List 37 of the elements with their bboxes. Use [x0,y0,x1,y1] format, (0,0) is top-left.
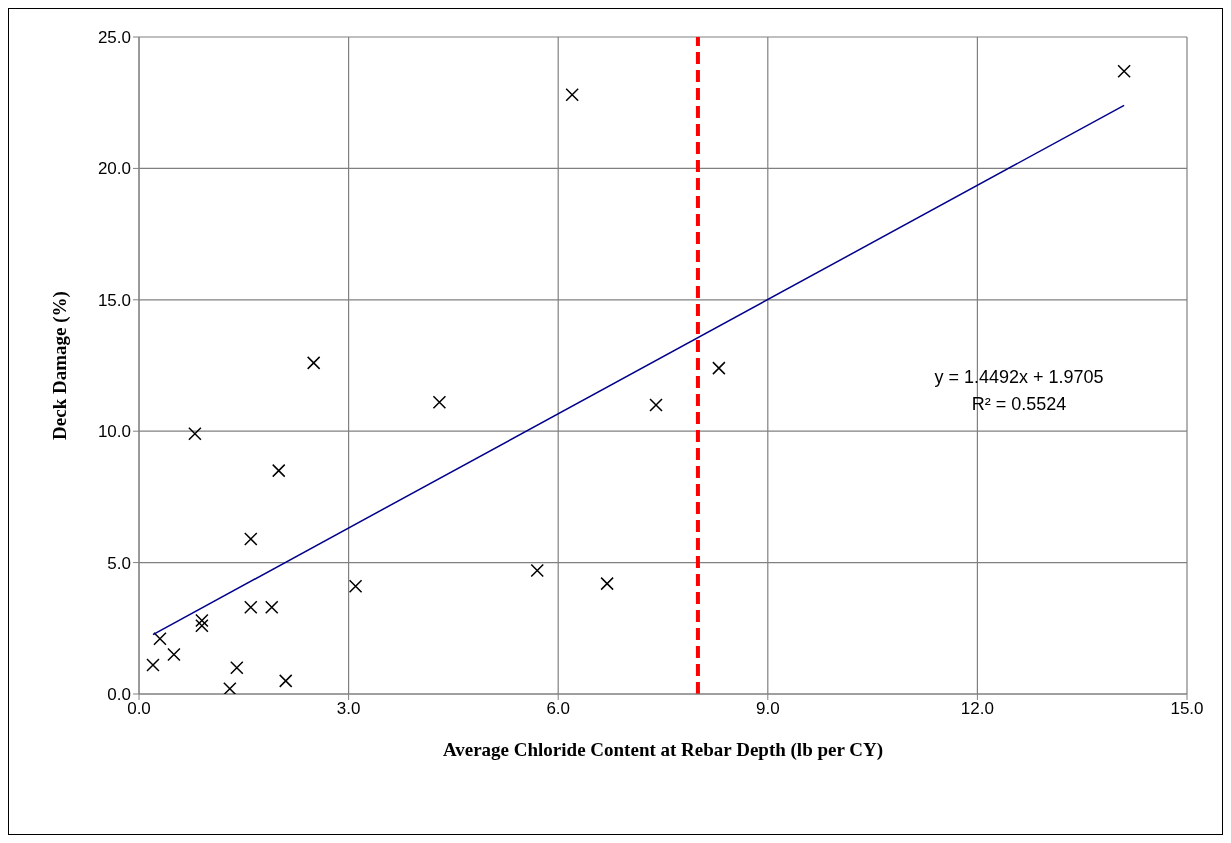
point [244,532,258,546]
point [223,681,237,694]
point [265,600,279,615]
annotation: R² = 0.5524 [970,393,1068,416]
x-tick-label: 6.0 [546,699,571,719]
point [600,576,614,591]
y-tick-label: 5.0 [107,553,131,573]
x-tick-label: 15.0 [1170,699,1204,719]
x-tick-label: 9.0 [755,699,780,719]
point [230,660,244,675]
point [195,613,209,628]
point [153,632,167,646]
y-axis-title: Deck Damage (%) [48,291,71,440]
point [146,658,160,672]
point [195,618,209,633]
point [271,463,286,478]
x-axis-title: Average Chloride Content at Rebar Depth (lb per CY) [442,739,884,761]
point [649,398,663,412]
point [348,579,363,593]
annotation: y = 1.4492x + 1.9705 [933,366,1105,389]
point [712,361,726,375]
point [432,395,447,410]
point [167,647,181,662]
y-tick-label: 20.0 [97,159,131,179]
point [278,674,293,688]
y-tick-label: 25.0 [97,28,131,48]
y-tick-label: 10.0 [97,422,131,442]
y-tick-label: 15.0 [97,290,131,310]
point [1117,64,1131,78]
point [565,88,579,102]
point [188,427,202,441]
point [306,356,321,370]
x-tick-label: 3.0 [336,699,361,719]
point [530,563,544,578]
x-tick-label: 12.0 [960,699,994,719]
x-tick-label: 0.0 [127,699,151,719]
point [244,600,258,615]
